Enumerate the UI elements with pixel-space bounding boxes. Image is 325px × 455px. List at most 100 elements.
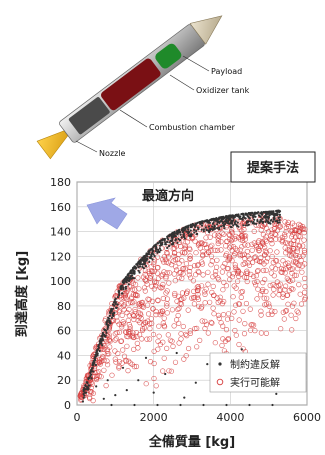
feasible-point [263,330,270,337]
feasible-point [127,326,133,332]
feasible-point [300,253,306,259]
feasible-point [263,267,269,273]
violation-point [164,372,167,376]
feasible-point [130,292,136,298]
violation-point [202,403,205,407]
feasible-point [163,274,169,280]
feasible-point [106,337,113,343]
y-tick-label: 60 [57,325,71,338]
feasible-point [254,244,260,250]
feasible-point [191,295,197,301]
feasible-point [290,277,296,283]
feasible-point [175,312,181,319]
violation-point [275,392,278,395]
feasible-point [148,264,154,270]
feasible-point [255,286,261,292]
feasible-point [160,320,166,326]
feasible-point [147,336,153,342]
feasible-point [251,322,257,328]
violation-point [207,220,210,223]
violation-point [83,394,86,397]
feasible-point [119,312,125,319]
feasible-point [199,283,205,289]
feasible-point [247,306,253,312]
feasible-point [120,303,127,309]
feasible-point [157,341,163,348]
feasible-point [161,269,167,275]
feasible-point [289,227,295,234]
feasible-point [123,295,129,301]
violation-point [263,215,266,218]
violation-point [225,221,228,224]
violation-point [234,214,237,217]
violation-point [156,242,159,245]
violation-point [179,233,182,236]
feasible-point [212,247,218,253]
feasible-point [191,288,197,295]
feasible-point [260,241,267,247]
feasible-point [224,316,231,322]
violation-point [133,265,136,268]
violation-point [246,224,249,227]
feasible-point [235,235,241,241]
violation-point [145,258,149,261]
violation-point [150,255,153,258]
violation-point [195,222,198,225]
feasible-point [274,249,280,255]
feasible-point [142,277,148,283]
feasible-point [273,236,279,242]
feasible-point [243,275,250,281]
violation-point [267,212,270,215]
violation-point [163,239,166,242]
violation-point [232,219,235,222]
violation-point [240,348,243,351]
violation-point [278,213,281,216]
violation-point [106,324,109,327]
feasible-point [184,333,190,339]
feasible-point [139,336,145,342]
feasible-point [197,337,203,344]
feasible-point [131,334,137,341]
feasible-point [265,255,271,261]
violation-point [131,276,134,279]
feasible-point [269,230,275,236]
feasible-point [222,261,228,267]
feasible-point [280,266,287,273]
feasible-point [263,234,269,240]
violation-point [85,381,88,384]
feasible-point [165,332,171,338]
feasible-point [226,254,232,260]
feasible-point [193,232,199,238]
y-tick-label: 180 [50,176,71,189]
feasible-point [192,326,198,332]
feasible-point [143,381,149,387]
violation-point [125,389,128,392]
violation-point [258,221,261,224]
violation-point [131,267,135,270]
feasible-point [209,242,215,248]
feasible-point [211,311,217,317]
violation-point [237,225,240,228]
feasible-point [194,325,200,332]
feasible-point [181,246,187,252]
feasible-point [290,220,296,226]
feasible-point [151,259,157,265]
feasible-point [251,279,258,285]
feasible-point [158,309,164,315]
violation-point [278,218,281,221]
feasible-point [192,238,198,244]
violation-point [208,221,211,224]
feasible-point [129,334,135,340]
feasible-point [216,315,222,321]
violation-point [174,235,177,238]
feasible-point [93,376,100,383]
violation-point [248,403,251,407]
violation-point [112,312,115,315]
feasible-point [219,342,225,349]
feasible-point [132,309,138,315]
violation-point [277,216,280,219]
feasible-point [161,315,167,321]
violation-series [81,209,293,407]
violation-point [268,211,271,215]
feasible-point [231,244,237,250]
